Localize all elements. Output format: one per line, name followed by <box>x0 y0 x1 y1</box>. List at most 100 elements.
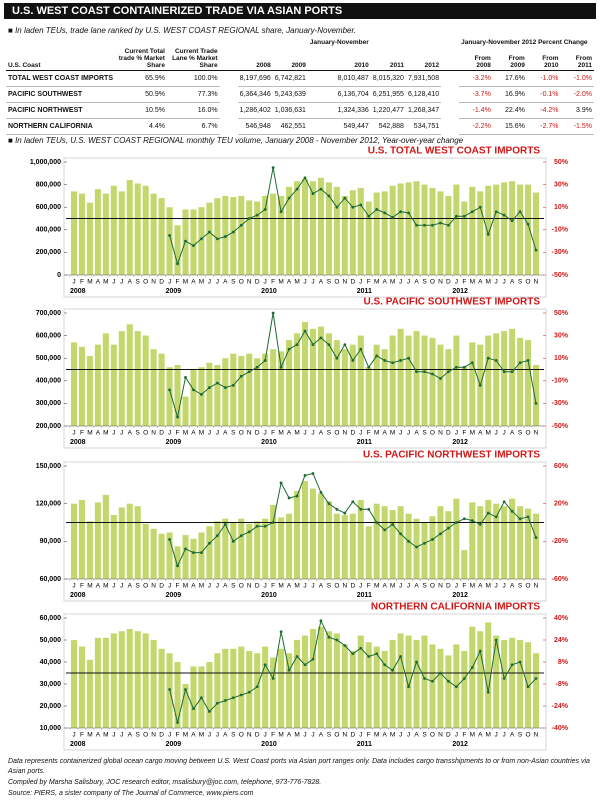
year-label: 2009 <box>166 741 182 748</box>
bar <box>158 533 165 579</box>
yoy-marker <box>295 187 299 191</box>
table-row: PACIFIC SOUTHWEST 50.9% 77.3% 6,364,346 5,24… <box>6 86 594 103</box>
bar <box>341 514 348 579</box>
x-tick-label: O <box>334 279 339 286</box>
column-header: 2011 <box>370 47 406 71</box>
x-tick-label: M <box>470 279 475 286</box>
bar <box>214 364 221 426</box>
x-tick-label: N <box>534 732 539 739</box>
bar <box>461 201 468 275</box>
x-tick-label: M <box>294 279 299 286</box>
x-tick-label: F <box>176 430 180 437</box>
y2-tick-label: -24% <box>552 703 569 710</box>
bar <box>437 191 444 275</box>
yoy-marker <box>168 688 171 691</box>
x-tick-label: J <box>120 732 123 739</box>
yoy-marker <box>311 192 315 196</box>
bar <box>421 335 428 426</box>
yoy-marker <box>526 359 530 362</box>
x-tick-label: F <box>80 430 84 437</box>
bar <box>349 513 356 579</box>
yoy-marker <box>247 530 251 534</box>
yoy-marker <box>454 214 458 218</box>
table-cell: -2.7% <box>526 118 561 135</box>
yoy-marker <box>383 528 387 532</box>
x-tick-label: M <box>390 583 395 590</box>
x-tick-label: M <box>183 430 188 437</box>
y2-tick-label: 10% <box>554 355 569 362</box>
bar <box>190 538 197 579</box>
bar <box>142 185 149 275</box>
bar <box>397 633 404 728</box>
bar <box>373 192 380 275</box>
x-tick-label: J <box>495 279 498 286</box>
charts-subtitle: In laden TEUs, U.S. WEST COAST REGIONAL … <box>8 136 463 145</box>
x-tick-label: A <box>128 583 133 590</box>
yoy-marker <box>391 522 395 526</box>
x-tick-label: J <box>120 430 123 437</box>
bar <box>190 209 197 275</box>
bar <box>469 626 476 728</box>
y2-tick-label: 8% <box>558 659 569 666</box>
yoy-marker <box>239 534 243 538</box>
bar <box>525 184 532 275</box>
bar <box>437 506 444 579</box>
bar <box>270 193 277 275</box>
bar <box>78 346 85 426</box>
bar <box>325 501 332 579</box>
bar <box>341 195 348 275</box>
x-tick-label: J <box>399 732 402 739</box>
bar <box>214 653 221 728</box>
table-cell: 5,243,639 <box>272 86 308 103</box>
table-cell: 534,751 <box>405 118 442 135</box>
yoy-marker <box>311 657 315 661</box>
table-cell: 6,364,346 <box>237 86 273 103</box>
year-label: 2012 <box>452 592 468 599</box>
yoy-marker <box>502 213 506 217</box>
column-header: From 2010 <box>526 47 561 71</box>
x-tick-label: O <box>430 279 435 286</box>
x-tick-label: A <box>319 430 324 437</box>
bar <box>246 651 253 728</box>
x-tick-label: A <box>128 732 133 739</box>
bar <box>325 631 332 728</box>
bar <box>118 507 125 579</box>
x-tick-label: D <box>159 583 164 590</box>
x-tick-label: M <box>87 583 92 590</box>
x-tick-label: J <box>455 583 458 590</box>
yoy-marker <box>470 666 474 669</box>
x-tick-label: J <box>359 583 362 590</box>
x-tick-label: J <box>208 430 211 437</box>
y2-tick-label: -50% <box>552 423 569 430</box>
bar <box>142 633 149 728</box>
plot-frame <box>63 157 547 298</box>
yoy-marker <box>494 359 498 362</box>
bar <box>405 182 412 275</box>
x-tick-label: A <box>287 279 292 286</box>
x-tick-label: O <box>239 732 244 739</box>
yoy-marker <box>359 347 363 351</box>
bar <box>349 651 356 728</box>
x-tick-label: J <box>303 279 306 286</box>
bar <box>118 331 125 426</box>
column-header: From 2009 <box>492 47 527 71</box>
bar <box>501 640 508 728</box>
y2-tick-label: 50% <box>554 159 569 166</box>
yoy-marker <box>231 383 235 387</box>
yoy-marker <box>255 524 259 528</box>
x-tick-label: M <box>486 583 491 590</box>
x-tick-label: M <box>294 430 299 437</box>
yoy-marker <box>431 223 434 227</box>
bar <box>517 506 524 579</box>
x-tick-label: S <box>518 279 523 286</box>
bar <box>453 184 460 275</box>
y2-tick-label: -30% <box>552 400 569 407</box>
yoy-marker <box>200 237 203 241</box>
table-cell: -1.4% <box>459 102 493 119</box>
x-tick-label: M <box>183 732 188 739</box>
table-cell: 3.9% <box>560 102 594 119</box>
yoy-marker <box>423 370 426 374</box>
gap <box>220 119 238 135</box>
x-tick-label: N <box>247 279 252 286</box>
